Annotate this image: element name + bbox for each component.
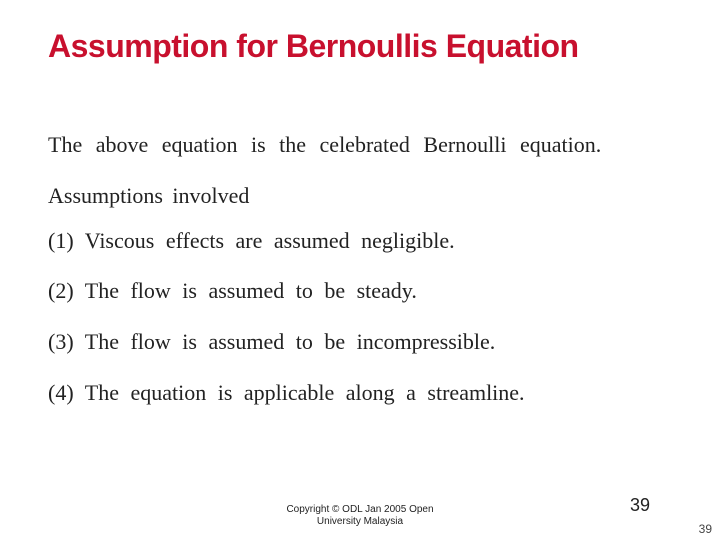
assumption-item: (3) The flow is assumed to be incompress… — [48, 327, 680, 358]
copyright-footer: Copyright © ODL Jan 2005 Open University… — [0, 504, 720, 528]
page-number-corner: 39 — [699, 522, 712, 536]
intro-line: The above equation is the celebrated Ber… — [48, 130, 680, 161]
assumption-item: (1) Viscous effects are assumed negligib… — [48, 226, 680, 257]
assumption-item: (4) The equation is applicable along a s… — [48, 378, 680, 409]
copyright-line: Copyright © ODL Jan 2005 Open — [0, 504, 720, 516]
slide-title: Assumption for Bernoullis Equation — [48, 28, 579, 65]
copyright-line: University Malaysia — [0, 516, 720, 528]
page-number: 39 — [630, 495, 650, 516]
assumption-item: (2) The flow is assumed to be steady. — [48, 276, 680, 307]
slide-body: The above equation is the celebrated Ber… — [48, 130, 680, 429]
slide: Assumption for Bernoullis Equation The a… — [0, 0, 720, 540]
assumptions-label: Assumptions involved — [48, 181, 680, 212]
